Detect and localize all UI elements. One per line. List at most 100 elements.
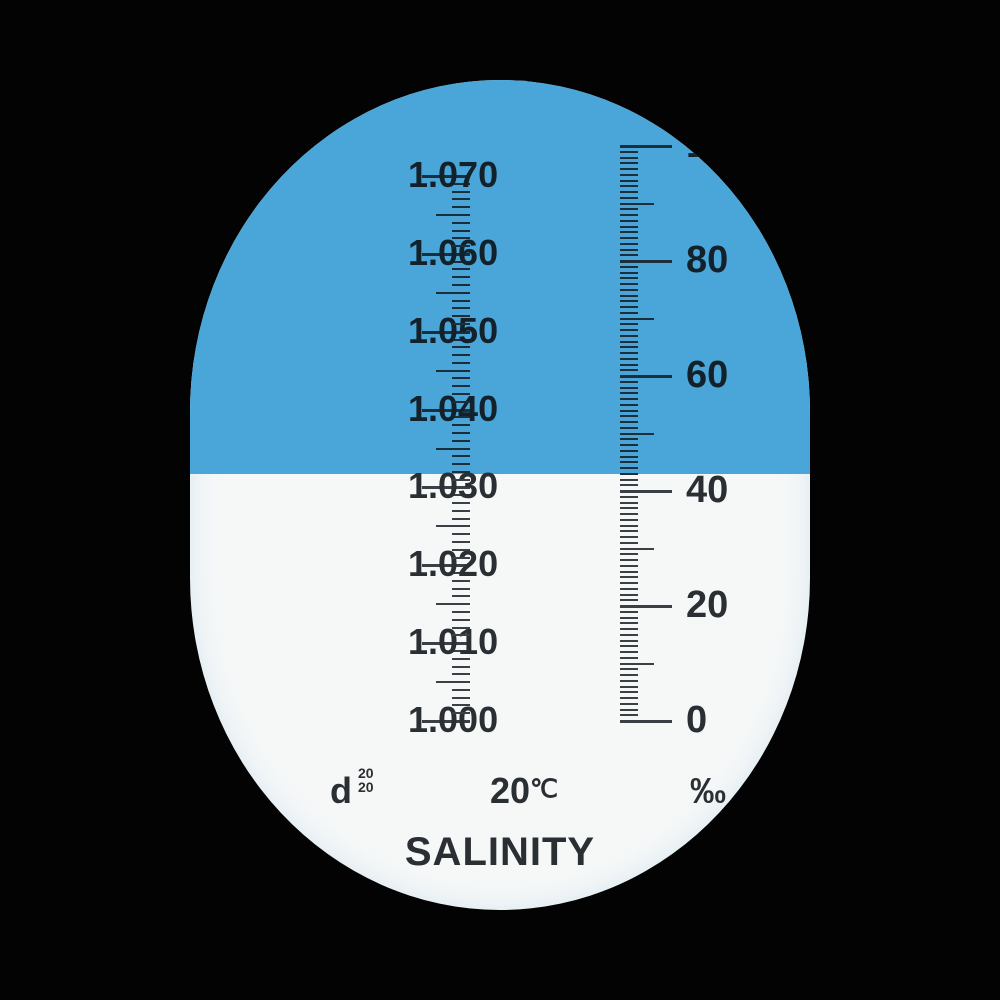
tick-minor	[620, 277, 638, 279]
tick-minor	[620, 231, 638, 233]
refractometer-reticle: 1.0001.0101.0201.0301.0401.0501.0601.070…	[190, 80, 810, 910]
tick-minor	[620, 651, 638, 653]
tick-minor	[452, 557, 470, 559]
tick-minor	[620, 180, 638, 182]
tick-minor	[620, 162, 638, 164]
tick-minor	[620, 151, 638, 153]
tick-half	[436, 525, 470, 527]
tick-minor	[620, 214, 638, 216]
tick-minor	[452, 206, 470, 208]
tick-minor	[620, 295, 638, 297]
tick-minor	[620, 272, 638, 274]
tick-minor	[620, 329, 638, 331]
tick-half	[436, 603, 470, 605]
tick-minor	[452, 284, 470, 286]
tick-minor	[452, 323, 470, 325]
tick-minor	[452, 697, 470, 699]
tick-minor	[620, 410, 638, 412]
tick-minor	[452, 541, 470, 543]
tick-minor	[620, 381, 638, 383]
tick-label: 80	[686, 241, 728, 279]
tick-half	[436, 292, 470, 294]
temperature-label: 20℃	[490, 770, 558, 812]
unit-label-ppt: ‰	[690, 770, 726, 812]
tick-minor	[620, 674, 638, 676]
tick-major	[620, 605, 672, 608]
tick-minor	[620, 300, 638, 302]
tick-minor	[620, 496, 638, 498]
tick-minor	[620, 243, 638, 245]
tick-minor	[620, 588, 638, 590]
tick-minor	[620, 352, 638, 354]
tick-minor	[620, 191, 638, 193]
tick-major	[620, 145, 672, 148]
tick-minor	[452, 401, 470, 403]
tick-minor	[620, 450, 638, 452]
tick-minor	[452, 588, 470, 590]
tick-label: 0	[686, 701, 707, 739]
tick-minor	[620, 168, 638, 170]
tick-half	[620, 663, 654, 665]
tick-half	[620, 318, 654, 320]
tick-minor	[620, 358, 638, 360]
tick-minor	[452, 245, 470, 247]
tick-minor	[452, 712, 470, 714]
tick-minor	[452, 619, 470, 621]
tick-minor	[620, 513, 638, 515]
tick-label: 20	[686, 586, 728, 624]
tick-minor	[452, 479, 470, 481]
tick-minor	[452, 627, 470, 629]
tick-minor	[620, 283, 638, 285]
tick-minor	[452, 510, 470, 512]
tick-half	[620, 433, 654, 435]
tick-minor	[620, 599, 638, 601]
tick-minor	[620, 461, 638, 463]
tick-minor	[620, 364, 638, 366]
tick-minor	[620, 312, 638, 314]
tick-minor	[620, 438, 638, 440]
tick-minor	[620, 398, 638, 400]
tick-minor	[620, 519, 638, 521]
tick-minor	[620, 289, 638, 291]
tick-minor	[452, 533, 470, 535]
tick-half	[436, 448, 470, 450]
tick-minor	[620, 507, 638, 509]
tick-minor	[620, 444, 638, 446]
tick-minor	[452, 237, 470, 239]
tick-major	[620, 490, 672, 493]
tick-minor	[620, 237, 638, 239]
tick-minor	[620, 691, 638, 693]
tick-minor	[452, 471, 470, 473]
tick-minor	[620, 645, 638, 647]
tick-minor	[620, 220, 638, 222]
tick-minor	[620, 208, 638, 210]
tick-minor	[620, 553, 638, 555]
tick-minor	[620, 387, 638, 389]
tick-minor	[620, 404, 638, 406]
tick-minor	[620, 266, 638, 268]
tick-minor	[620, 622, 638, 624]
tick-minor	[620, 657, 638, 659]
tick-minor	[620, 709, 638, 711]
tick-minor	[620, 456, 638, 458]
tick-minor	[452, 611, 470, 613]
tick-minor	[620, 174, 638, 176]
tick-minor	[620, 530, 638, 532]
tick-minor	[452, 300, 470, 302]
tick-minor	[620, 536, 638, 538]
tick-minor	[620, 369, 638, 371]
tick-minor	[620, 668, 638, 670]
tick-half	[620, 548, 654, 550]
tick-half	[436, 681, 470, 683]
tick-minor	[620, 157, 638, 159]
tick-minor	[452, 276, 470, 278]
tick-minor	[620, 571, 638, 573]
tick-minor	[452, 440, 470, 442]
tick-minor	[620, 249, 638, 251]
tick-major	[620, 375, 672, 378]
tick-minor	[620, 415, 638, 417]
tick-minor	[620, 335, 638, 337]
tick-minor	[620, 226, 638, 228]
tick-minor	[620, 185, 638, 187]
tick-minor	[452, 393, 470, 395]
